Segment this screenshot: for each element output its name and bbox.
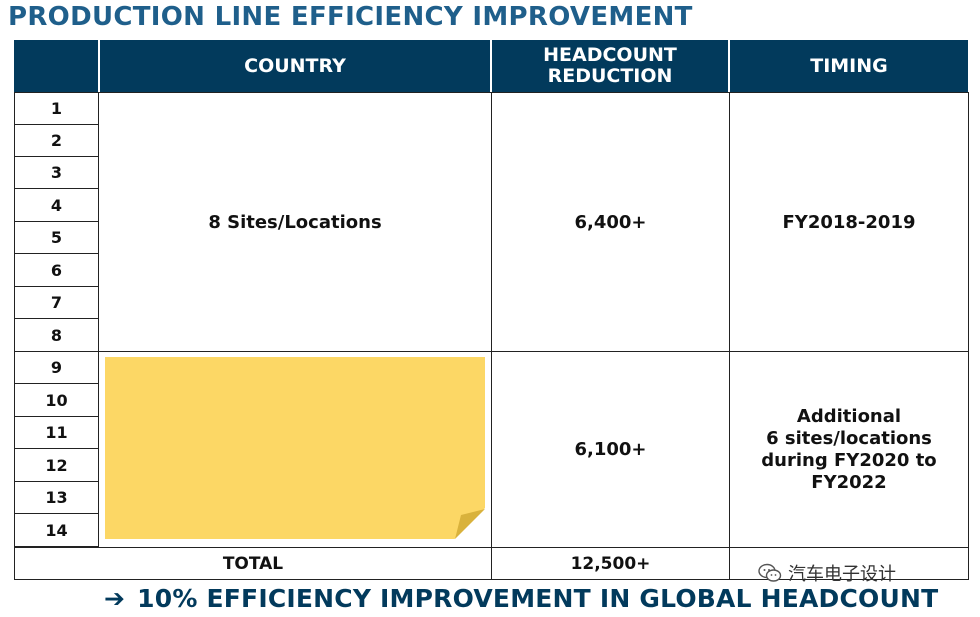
- header-headcount: HEADCOUNT REDUCTION: [492, 40, 728, 92]
- header-headcount-line2: REDUCTION: [547, 65, 673, 87]
- page-title: PRODUCTION LINE EFFICIENCY IMPROVEMENT: [8, 2, 693, 32]
- row-number: 5: [14, 221, 99, 254]
- group2-timing-line: Additional: [796, 405, 902, 427]
- group2-timing: Additional 6 sites/locations during FY20…: [729, 351, 969, 548]
- row-number: 1: [14, 92, 99, 125]
- footer-statement: ➔ 10% EFFICIENCY IMPROVEMENT IN GLOBAL HE…: [104, 584, 938, 613]
- row-number: 11: [14, 416, 99, 449]
- group1-timing: FY2018-2019: [729, 92, 969, 352]
- row-number-column: 1 2 3 4 5 6 7 8 9 10 11 12 13 14: [14, 92, 99, 547]
- row-number: 4: [14, 188, 99, 222]
- group2-timing-line: FY2022: [811, 471, 887, 493]
- row-number: 12: [14, 448, 99, 482]
- header-headcount-line1: HEADCOUNT: [543, 44, 677, 66]
- group1-headcount: 6,400+: [491, 92, 730, 352]
- sticky-note-redaction: [105, 357, 485, 539]
- group1-country: 8 Sites/Locations: [98, 92, 492, 352]
- row-number: 10: [14, 383, 99, 417]
- row-number: 14: [14, 513, 99, 547]
- header-timing: TIMING: [730, 40, 968, 92]
- header-country: COUNTRY: [100, 40, 490, 92]
- total-headcount: 12,500+: [491, 547, 730, 580]
- row-number: 8: [14, 318, 99, 352]
- row-number: 3: [14, 156, 99, 189]
- group2-headcount: 6,100+: [491, 351, 730, 548]
- group2-timing-line: during FY2020 to: [761, 449, 937, 471]
- arrow-icon: ➔: [104, 584, 126, 613]
- row-number: 2: [14, 124, 99, 157]
- row-number: 13: [14, 481, 99, 514]
- footer-text: 10% EFFICIENCY IMPROVEMENT IN GLOBAL HEA…: [137, 584, 939, 613]
- header-blank: [14, 40, 98, 92]
- row-number: 6: [14, 253, 99, 287]
- group2-timing-line: 6 sites/locations: [766, 427, 932, 449]
- wechat-icon: [758, 563, 782, 582]
- row-number: 9: [14, 351, 99, 384]
- row-number: 7: [14, 286, 99, 319]
- watermark: 汽车电子设计: [758, 560, 896, 586]
- total-label: TOTAL: [14, 547, 492, 580]
- watermark-text: 汽车电子设计: [788, 564, 896, 585]
